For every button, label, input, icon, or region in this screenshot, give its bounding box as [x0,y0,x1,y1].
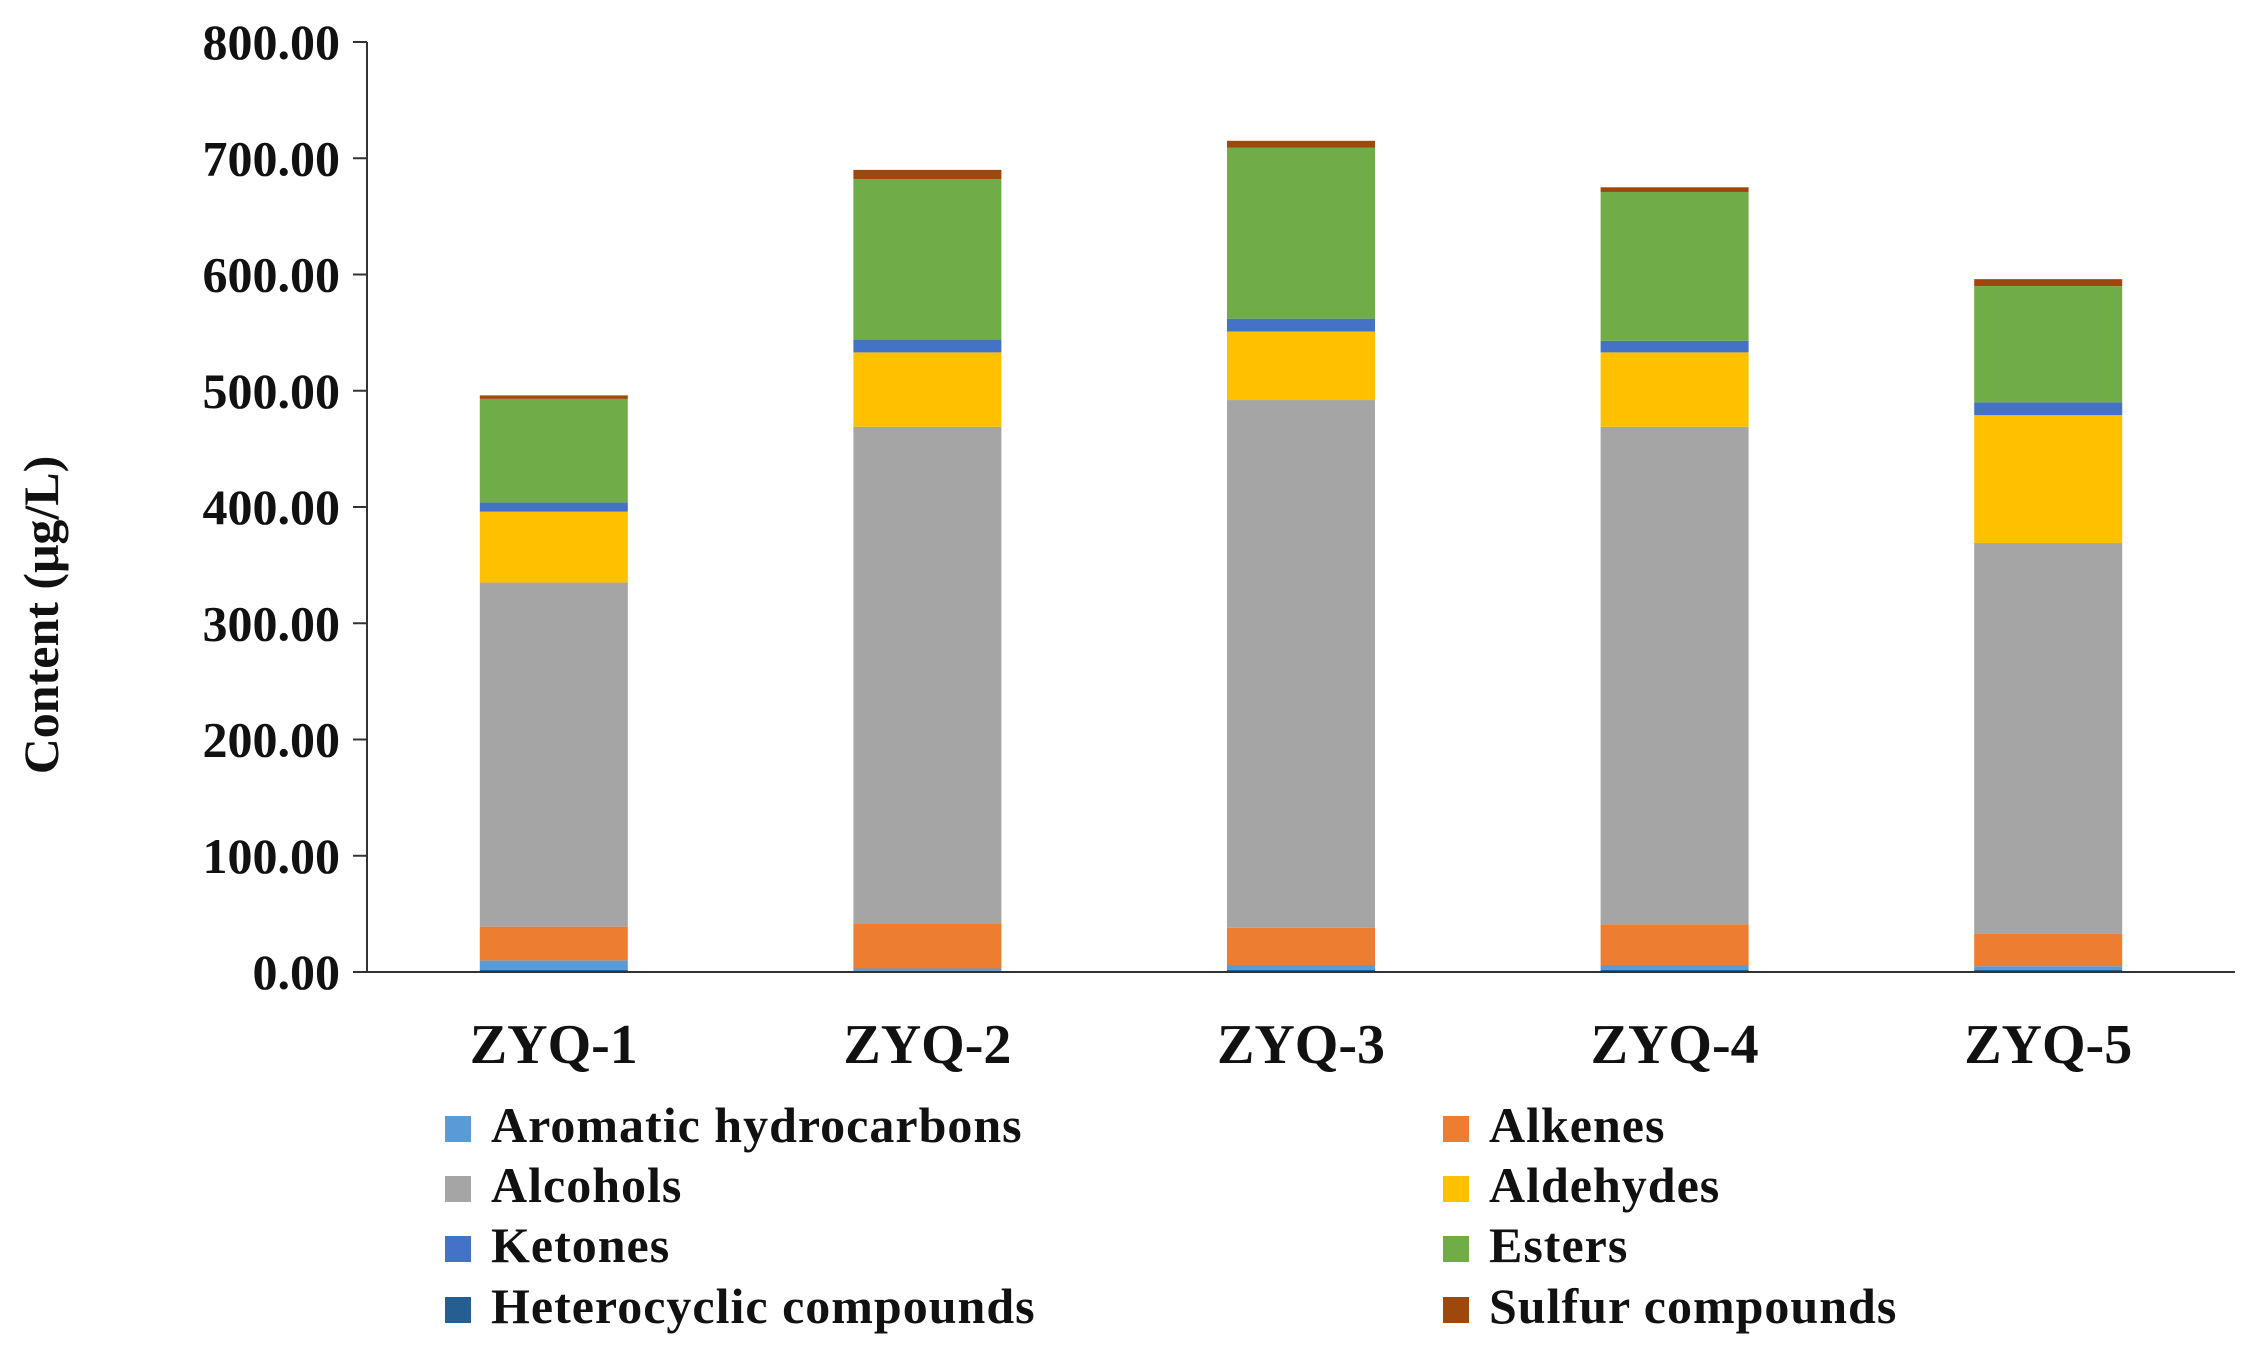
legend-swatch [1443,1176,1469,1202]
x-category-label: ZYQ-4 [1591,1014,1759,1076]
y-tick-label: 0.00 [253,944,341,1000]
x-category-label: ZYQ-1 [470,1014,638,1076]
bars-layer [479,140,2123,972]
bar-segment-zyq-3-alkenes [1227,927,1375,966]
x-category-label: ZYQ-2 [843,1014,1011,1076]
legend-item-heterocyclic-compounds: Heterocyclic compounds [445,1278,1036,1334]
bar-segment-zyq-5-ketones [1974,402,2123,416]
legend-swatch [445,1176,471,1202]
bar-segment-zyq-3-ketones [1227,318,1375,332]
y-tick-label: 300.00 [203,595,341,651]
bar-segment-zyq-4-heterocyclic-compounds [1600,969,1749,972]
y-tick-label: 200.00 [203,712,341,768]
bar-segment-zyq-1-aldehydes [479,511,628,583]
x-category-label: ZYQ-5 [1964,1014,2132,1076]
legend-label: Aldehydes [1489,1157,1720,1213]
bar-segment-zyq-4-alkenes [1600,924,1749,966]
bar-segment-zyq-2-esters [853,179,1002,340]
legend-swatch [445,1297,471,1323]
bar-segment-zyq-5-heterocyclic-compounds [1974,969,2123,972]
y-tick-label: 600.00 [203,247,341,303]
y-axis-label: Content (μg/L) [13,456,69,775]
x-category-label: ZYQ-3 [1217,1014,1385,1076]
legend-label: Alkenes [1489,1097,1665,1153]
bar-segment-zyq-4-aldehydes [1600,352,1749,427]
legend-item-ketones: Ketones [445,1217,670,1273]
axes-layer [353,41,2235,973]
x-category-labels: ZYQ-1 ZYQ-2 ZYQ-3 ZYQ-4 ZYQ-5 [470,1014,2132,1076]
bar-segment-zyq-3-sulfur-compounds [1227,140,1375,148]
bar-segment-zyq-1-esters [479,398,628,503]
bar-segment-zyq-4-esters [1600,191,1749,341]
bar-segment-zyq-2-aromatic-hydrocarbons [853,968,1002,971]
bar-segment-zyq-4-ketones [1600,340,1749,353]
legend-label: Esters [1489,1217,1628,1273]
legend-label: Aromatic hydrocarbons [491,1097,1023,1153]
bar-segment-zyq-3-alcohols [1227,400,1375,928]
bar-segment-zyq-3-aromatic-hydrocarbons [1227,965,1375,970]
legend-swatch [445,1116,471,1142]
bar-segment-zyq-3-aldehydes [1227,331,1375,401]
bar-segment-zyq-2-sulfur-compounds [853,169,1002,180]
y-tick-labels: 0.00 100.00 200.00 300.00 400.00 500.00 600.00… [203,14,341,1000]
bar-segment-zyq-5-alkenes [1974,933,2123,967]
bar-segment-zyq-3-esters [1227,147,1375,319]
legend-item-alcohols: Alcohols [445,1157,682,1213]
legend-label: Ketones [491,1217,670,1273]
y-tick-label: 100.00 [203,828,341,884]
bar-segment-zyq-1-aromatic-hydrocarbons [479,960,628,970]
bar-segment-zyq-2-ketones [853,339,1002,353]
bar-segment-zyq-1-sulfur-compounds [479,395,628,399]
legend-label: Sulfur compounds [1489,1278,1897,1334]
bar-segment-zyq-1-heterocyclic-compounds [479,969,628,972]
legend-swatch [1443,1236,1469,1262]
bar-segment-zyq-3-heterocyclic-compounds [1227,969,1375,972]
y-tick-label: 800.00 [203,14,341,70]
y-tick-label: 500.00 [203,363,341,419]
bar-segment-zyq-4-sulfur-compounds [1600,187,1749,192]
bar-segment-zyq-5-aldehydes [1974,415,2123,544]
legend-swatch [1443,1297,1469,1323]
bar-segment-zyq-4-aromatic-hydrocarbons [1600,965,1749,970]
legend-item-alkenes: Alkenes [1443,1097,1665,1153]
bar-segment-zyq-1-alkenes [479,926,628,961]
legend-item-aldehydes: Aldehydes [1443,1157,1720,1213]
legend: Aromatic hydrocarbons Alkenes Alcohols Alde… [445,1097,1897,1334]
bar-segment-zyq-5-esters [1974,286,2123,403]
legend-item-esters: Esters [1443,1217,1628,1273]
legend-label: Alcohols [491,1157,682,1213]
bar-segment-zyq-2-alkenes [853,923,1002,969]
bar-segment-zyq-4-alcohols [1600,426,1749,925]
legend-swatch [445,1236,471,1262]
legend-item-aromatic-hydrocarbons: Aromatic hydrocarbons [445,1097,1023,1153]
legend-swatch [1443,1116,1469,1142]
y-tick-label: 400.00 [203,479,341,535]
bar-segment-zyq-2-alcohols [853,426,1002,924]
bar-segment-zyq-5-sulfur-compounds [1974,279,2123,287]
bar-segment-zyq-2-aldehydes [853,352,1002,427]
legend-label: Heterocyclic compounds [491,1278,1036,1334]
bar-segment-zyq-5-aromatic-hydrocarbons [1974,966,2123,970]
bar-segment-zyq-1-alcohols [479,582,628,927]
bar-segment-zyq-5-alcohols [1974,543,2123,934]
legend-item-sulfur-compounds: Sulfur compounds [1443,1278,1897,1334]
y-tick-label: 700.00 [203,130,341,186]
bar-segment-zyq-1-ketones [479,502,628,512]
